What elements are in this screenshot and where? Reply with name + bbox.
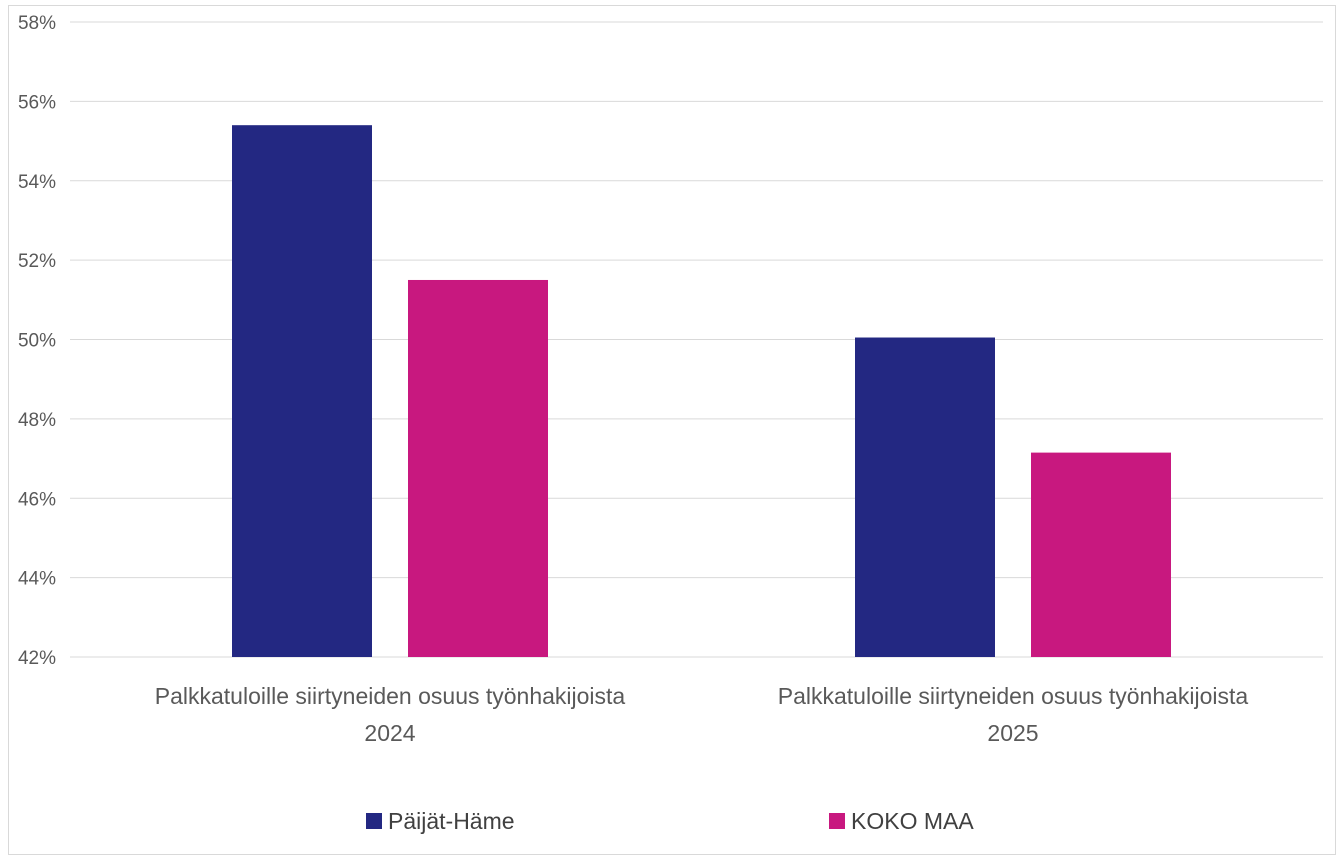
y-axis-ticks: 42% 44% 46% 48% 50% 52% 54% 56% 58% (18, 13, 56, 669)
bars (232, 125, 1171, 657)
legend-item: KOKO MAA (829, 808, 974, 834)
y-tick-label: 58% (18, 13, 56, 34)
y-tick-label: 50% (18, 331, 56, 352)
chart-frame (8, 5, 1336, 855)
y-tick-label: 46% (18, 489, 56, 510)
legend-swatch (829, 813, 845, 829)
legend-swatch (366, 813, 382, 829)
bar-series-1-category-0 (408, 279, 548, 657)
y-tick-label: 54% (18, 172, 56, 193)
bar-series-0-category-0 (232, 125, 372, 657)
y-tick-label: 52% (18, 251, 56, 272)
legend-item: Päijät-Häme (366, 808, 515, 834)
bar-series-1-category-1 (1031, 452, 1171, 657)
x-category-label: Palkkatuloille siirtyneiden osuus työnha… (155, 683, 626, 709)
legend: Päijät-Häme KOKO MAA (366, 808, 974, 834)
y-tick-label: 48% (18, 410, 56, 431)
bar-series-0-category-1 (855, 337, 995, 657)
x-category-label: 2025 (987, 720, 1038, 746)
y-tick-label: 44% (18, 569, 56, 590)
x-category-label: 2024 (364, 720, 415, 746)
y-tick-label: 56% (18, 92, 56, 113)
legend-label: Päijät-Häme (388, 808, 515, 834)
x-axis-labels: Palkkatuloille siirtyneiden osuus työnha… (155, 683, 1249, 746)
legend-label: KOKO MAA (851, 808, 974, 834)
x-category-label: Palkkatuloille siirtyneiden osuus työnha… (778, 683, 1249, 709)
y-tick-label: 42% (18, 648, 56, 669)
